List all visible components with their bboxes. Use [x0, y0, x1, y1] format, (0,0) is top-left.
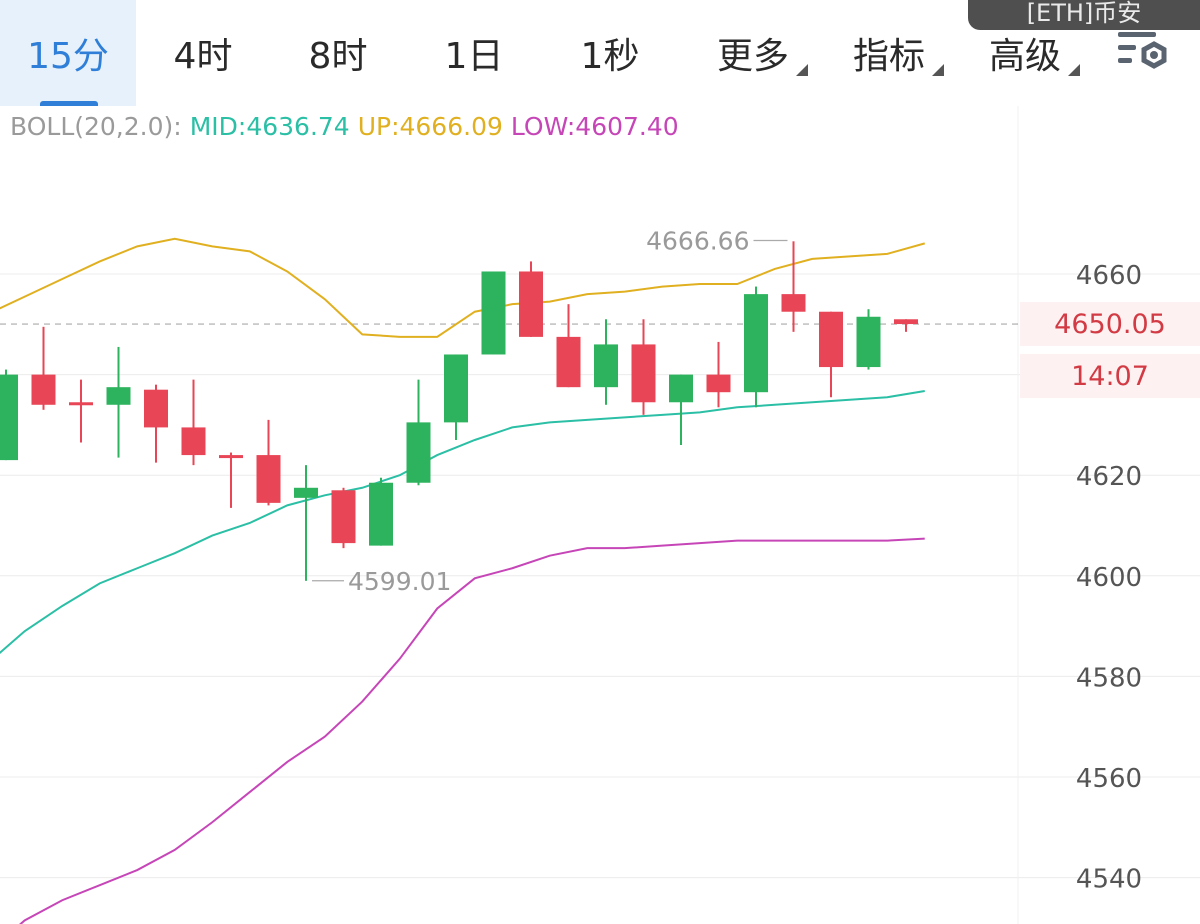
candle-down [69, 402, 93, 406]
tab-4h[interactable]: 4时 [136, 0, 270, 106]
candle-up [0, 374, 18, 461]
candlestick-chart[interactable]: 4540 4560 4580 4600 4620 4660 4666.66 4599.01 [0, 106, 1200, 924]
dropdown-caret-icon [796, 64, 808, 76]
candle-countdown-tag: 14:07 [1020, 354, 1200, 398]
tab-1s[interactable]: 1秒 [542, 0, 678, 106]
candle-down [181, 427, 206, 456]
y-tick-label: 4620 [1076, 462, 1142, 492]
tab-advanced[interactable]: 高级 [962, 0, 1088, 106]
y-tick-label: 4540 [1076, 865, 1142, 895]
y-tick-label: 4660 [1076, 261, 1142, 291]
chart-settings-icon [1118, 32, 1167, 69]
candle-down [31, 374, 56, 405]
tab-label: 15分 [27, 36, 109, 77]
dropdown-caret-icon [932, 64, 944, 76]
candle-up [444, 354, 468, 423]
candle-up [369, 482, 393, 546]
current-price-tag: 4650.05 [1020, 302, 1200, 346]
boll-up-line [0, 237, 926, 338]
boll-low-line [19, 537, 925, 924]
dropdown-caret-icon [1068, 64, 1080, 76]
y-tick-label: 4600 [1076, 563, 1142, 593]
candle-down [519, 271, 543, 337]
tab-8h[interactable]: 8时 [270, 0, 406, 106]
candle-down [219, 455, 243, 459]
active-tab-indicator [40, 101, 98, 106]
candle-up [594, 344, 618, 388]
tab-label: 1秒 [580, 36, 640, 77]
candle-down [556, 336, 581, 388]
high-annotation: 4666.66 [646, 227, 749, 256]
tab-indicators[interactable]: 指标 [826, 0, 952, 106]
tab-1d[interactable]: 1日 [406, 0, 542, 106]
candle-down [706, 374, 731, 393]
candle-up [481, 271, 506, 355]
candle-up [406, 422, 431, 483]
candle-up [106, 387, 131, 405]
exchange-badge: [ETH]币安 [968, 0, 1200, 30]
boll-up: UP:4666.09 [357, 112, 503, 141]
boll-mid-line [0, 390, 925, 655]
candle-down [144, 389, 168, 428]
candle-down [894, 319, 918, 325]
boll-mid: MID:4636.74 [189, 112, 350, 141]
candle-down [819, 311, 843, 368]
candle-down [781, 294, 806, 312]
tab-label: 4时 [173, 36, 233, 77]
boll-name: BOLL(20,2.0): [10, 112, 182, 141]
tab-label: 指标 [852, 36, 925, 77]
tab-label: 1日 [444, 36, 504, 77]
candle-up [856, 316, 881, 368]
chart-settings-button[interactable] [1112, 26, 1174, 76]
tab-15m[interactable]: 15分 [0, 0, 136, 106]
timeframe-tabbar: 15分 4时 8时 1日 1秒 更多 指标 高级 [ETH]币安 [0, 0, 1200, 106]
candle-up [744, 294, 768, 393]
candle-down [631, 344, 656, 403]
candle-up [294, 487, 318, 498]
y-tick-label: 4560 [1076, 764, 1142, 794]
tab-more[interactable]: 更多 [690, 0, 816, 106]
low-annotation: 4599.01 [348, 567, 451, 596]
candle-down [256, 455, 281, 503]
boll-low: LOW:4607.40 [510, 112, 679, 141]
y-tick-label: 4580 [1076, 663, 1142, 693]
candle-up [669, 374, 693, 403]
tab-label: 8时 [308, 36, 368, 77]
tab-label: 更多 [716, 36, 789, 77]
tab-label: 高级 [988, 36, 1061, 77]
boll-indicator-legend: BOLL(20,2.0): MID:4636.74 UP:4666.09 LOW:46… [10, 112, 687, 141]
candle-down [331, 490, 356, 544]
